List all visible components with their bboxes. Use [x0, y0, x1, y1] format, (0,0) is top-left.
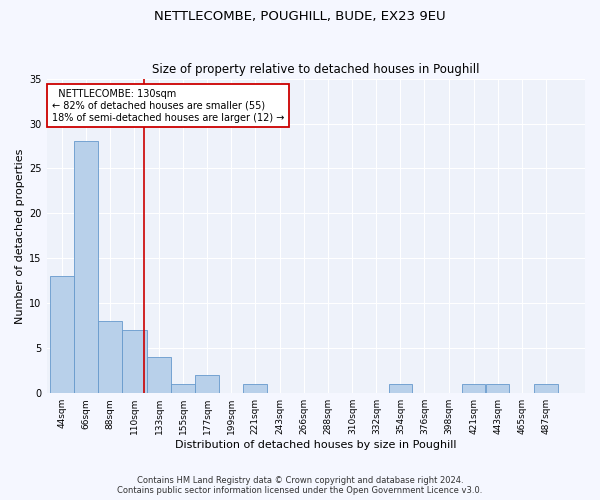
Y-axis label: Number of detached properties: Number of detached properties [15, 148, 25, 324]
Bar [243, 384, 267, 393]
Text: NETTLECOMBE, POUGHILL, BUDE, EX23 9EU: NETTLECOMBE, POUGHILL, BUDE, EX23 9EU [154, 10, 446, 23]
Bar [122, 330, 147, 393]
Bar [534, 384, 557, 393]
Text: NETTLECOMBE: 130sqm
← 82% of detached houses are smaller (55)
18% of semi-detach: NETTLECOMBE: 130sqm ← 82% of detached ho… [52, 90, 284, 122]
Bar [50, 276, 74, 393]
Bar [389, 384, 412, 393]
X-axis label: Distribution of detached houses by size in Poughill: Distribution of detached houses by size … [175, 440, 457, 450]
Bar [195, 375, 219, 393]
Bar [74, 142, 98, 393]
Bar [171, 384, 195, 393]
Bar [98, 322, 122, 393]
Text: Contains HM Land Registry data © Crown copyright and database right 2024.
Contai: Contains HM Land Registry data © Crown c… [118, 476, 482, 495]
Bar [486, 384, 509, 393]
Bar [462, 384, 485, 393]
Bar [147, 357, 171, 393]
Title: Size of property relative to detached houses in Poughill: Size of property relative to detached ho… [152, 63, 479, 76]
